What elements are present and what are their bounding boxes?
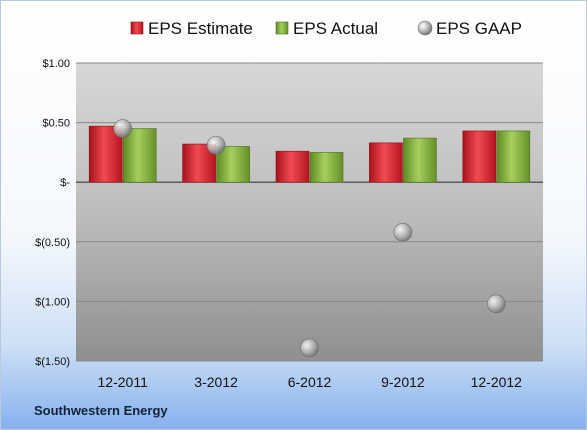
eps-actual-bar	[403, 137, 437, 183]
x-tick-label: 12-2011	[98, 374, 149, 390]
y-tick-label: $-	[60, 177, 70, 189]
eps-estimate-bar	[462, 130, 497, 183]
eps-actual-bar	[309, 152, 344, 183]
legend-label: EPS GAAP	[436, 19, 522, 38]
legend-swatch	[130, 21, 144, 35]
eps-actual-bar	[122, 128, 157, 183]
y-tick-label: $(1.00)	[35, 296, 70, 308]
eps-actual-bar	[216, 146, 250, 183]
plot-area	[76, 63, 543, 361]
eps-gaap-point	[206, 135, 226, 155]
x-tick-label: 12-2012	[471, 374, 523, 390]
legend-label: EPS Estimate	[148, 19, 253, 38]
eps-estimate-bar	[369, 142, 403, 183]
legend-swatch	[275, 21, 289, 35]
y-tick-label: $0.50	[42, 118, 70, 130]
x-tick-label: 6-2012	[288, 374, 332, 390]
eps-gaap-point	[486, 294, 506, 314]
eps-gaap-point	[393, 222, 413, 242]
eps-gaap-point	[300, 338, 319, 358]
y-tick-label: $(1.50)	[35, 356, 70, 368]
eps-estimate-bar	[275, 150, 310, 183]
y-tick-label: $1.00	[42, 58, 70, 70]
eps-gaap-point	[113, 119, 132, 138]
legend-label: EPS Actual	[293, 19, 378, 38]
legend-swatch	[417, 20, 433, 36]
eps-actual-bar	[496, 130, 531, 183]
company-name: Southwestern Energy	[34, 403, 168, 418]
x-tick-label: 9-2012	[381, 374, 425, 390]
x-tick-label: 3-2012	[194, 374, 238, 390]
y-tick-label: $(0.50)	[35, 237, 70, 249]
